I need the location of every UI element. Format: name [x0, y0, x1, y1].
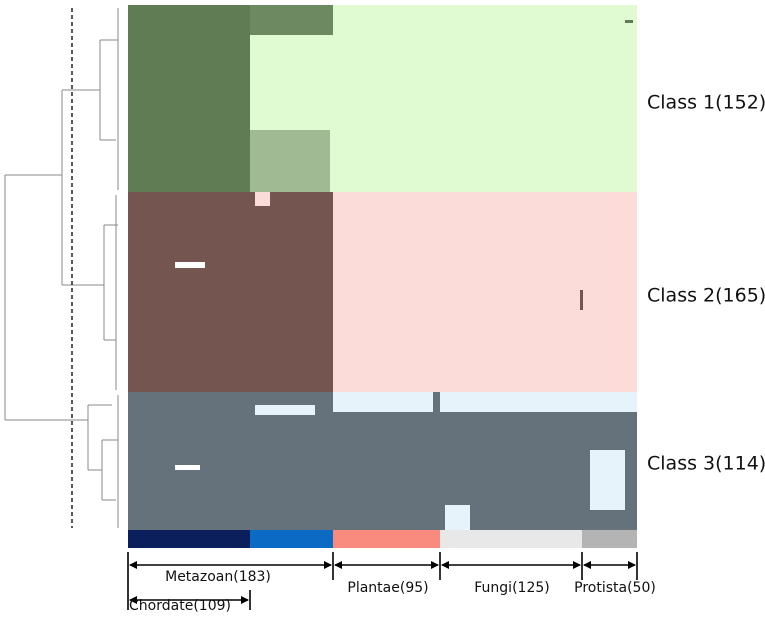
group-label: Plantae(95) — [347, 580, 428, 596]
heatmap — [128, 5, 637, 530]
group-label: Protista(50) — [574, 580, 656, 596]
group-color-bar — [128, 530, 637, 548]
group-label: Fungi(125) — [474, 580, 549, 596]
group-brackets — [127, 552, 638, 610]
group-label: Chordate(109) — [129, 598, 231, 614]
class-label: Class 3(114) — [647, 453, 765, 475]
class-label: Class 1(152) — [647, 92, 765, 114]
class-label: Class 2(165) — [647, 285, 765, 307]
group-label: Metazoan(183) — [165, 569, 271, 585]
dendrogram — [4, 8, 119, 528]
